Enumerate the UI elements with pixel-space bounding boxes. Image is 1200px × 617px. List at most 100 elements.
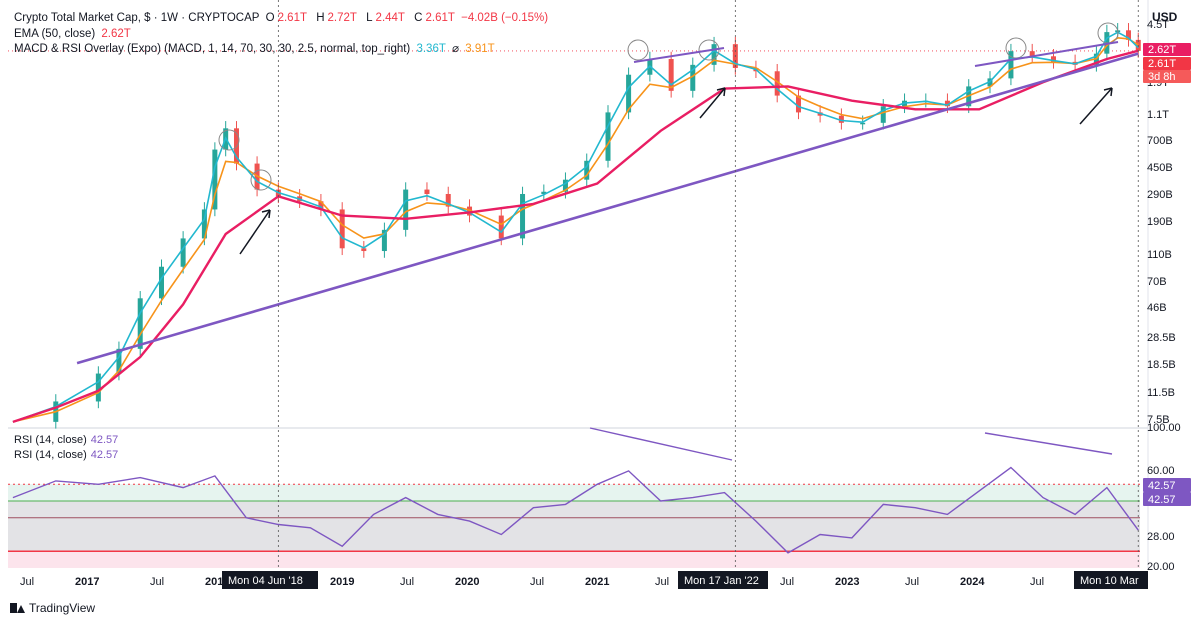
macd-line [12,31,1139,423]
macd-legend-value1: 3.36T [416,43,446,55]
candle-body [711,44,717,65]
rsi-divergence-line-2024 [984,432,1113,455]
candle-body [1125,30,1131,40]
candle-body [212,149,218,210]
annotation-arrow [239,209,271,255]
rsi-axis-label: 20.00 [1147,561,1175,573]
divergence-line-2021 [633,47,725,63]
price-axis-label: 11.5B [1147,387,1175,399]
candle-body [520,193,526,239]
ema-price-badge-bg [1143,43,1191,56]
ohlc-open-value: 2.61T [277,12,307,24]
price-axis-label: 4.5T [1147,19,1169,31]
ema-legend[interactable]: EMA (50, close) 2.62T [14,27,134,41]
divergence-line-2024 [974,41,1119,67]
annotation-circle [698,39,720,61]
time-axis-label: Jul [400,576,414,588]
time-axis-label: 2024 [960,576,985,588]
ohlc-low-value: 2.44T [375,12,405,24]
candle-body [1029,51,1035,57]
ohlc-close-value: 2.61T [425,12,455,24]
rsi-value-badge-2-bg [1143,492,1191,506]
ohlc-close-label: C [414,12,423,24]
candle-body [774,71,780,96]
symbol-title: Crypto Total Market Cap, $ · 1W · CRYPTO… [14,12,260,24]
candle-body [445,193,451,207]
candle-body [95,373,101,402]
price-axis-label: 450B [1147,162,1173,174]
candle-body [137,298,143,349]
rsi-legend-value: 42.57 [90,434,119,446]
ema-legend-label: EMA (50, close) [14,28,96,40]
time-axis-label: Jul [1030,576,1044,588]
macd-signal-line [12,36,1139,423]
candle-body [116,348,122,374]
crosshair-date-bg [1074,571,1148,589]
candle-body [562,179,568,192]
candle-body [180,238,186,267]
ema-legend-value: 2.62T [101,28,131,40]
price-axis-label: 290B [1147,189,1173,201]
candle-body [498,215,504,239]
rsi-neutral-zone [8,501,1140,552]
candle-body [880,106,886,123]
tradingview-logo[interactable]: TradingView [10,601,95,615]
annotation-arrowhead [716,87,726,97]
candle-body [1050,56,1056,62]
rsi-value-badge-1-bg [1143,478,1191,492]
currency-label[interactable]: USD [1152,10,1178,24]
ema-price-badge: 2.62T [1148,44,1176,56]
price-axis-label: 7.5B [1147,414,1170,426]
price-axis-label: 110B [1147,249,1172,261]
candle-body [361,248,367,252]
annotation-arrow [699,87,726,119]
rsi-overbought-zone [8,484,1140,501]
time-axis-label: 2023 [835,576,859,588]
annotation-arrowhead [1103,87,1113,97]
rsi-pane[interactable] [12,466,1139,554]
price-axis-label: 28.5B [1147,332,1176,344]
crosshair-date-label: Mon 17 Jan '22 [684,575,759,587]
time-axis-label: Jul [905,576,919,588]
price-pane[interactable] [12,23,1141,429]
rsi-divergence-line-2021 [589,427,733,461]
time-axis-label: Jul [655,576,669,588]
candle-body [795,95,801,113]
macd-legend-sep: ⌀ [452,43,460,55]
annotation-circle [627,39,649,61]
ohlc-open-label: O [265,12,275,24]
macd-legend[interactable]: MACD & RSI Overlay (Expo) (MACD, 1, 14, … [14,42,498,56]
rsi-legend-2[interactable]: RSI (14, close) 42.57 [14,449,118,461]
candle-body [158,266,164,299]
price-axis-label: 700B [1147,135,1173,147]
rsi-legend-label: RSI (14, close) [14,449,87,461]
time-axis-label: Jul [780,576,794,588]
support-trendline [76,52,1139,365]
time-axis-label: 2020 [455,576,479,588]
candle-body [201,209,207,239]
rsi-legend-1[interactable]: RSI (14, close) 42.57 [14,434,118,446]
macd-legend-label: MACD & RSI Overlay (Expo) (MACD, 1, 14, … [14,43,411,55]
time-axis-label: Jul [530,576,544,588]
rsi-oversold-zone [8,551,1140,568]
candle-body [318,201,324,210]
symbol-legend[interactable]: Crypto Total Market Cap, $ · 1W · CRYPTO… [14,11,551,25]
candle-body [944,100,950,107]
time-axis-label: 2021 [585,576,609,588]
time-axis-label: 201 [205,576,223,588]
candle-body [605,112,611,161]
crosshair-date-bg [678,571,768,589]
candle-body [541,191,547,194]
time-axis-label: 2019 [330,576,354,588]
countdown-badge: 3d 8h [1148,71,1176,83]
rsi-value-badge-1: 42.57 [1148,480,1176,492]
annotation-arrow [1079,87,1113,125]
price-axis-label: 46B [1147,302,1167,314]
price-axis-label: 70B [1147,276,1167,288]
last-price-badge-bg [1143,57,1191,70]
candle-body [403,189,409,230]
ohlc-change: −4.02B (−0.15%) [461,12,549,24]
rsi-axis-label: 100.00 [1147,422,1181,434]
